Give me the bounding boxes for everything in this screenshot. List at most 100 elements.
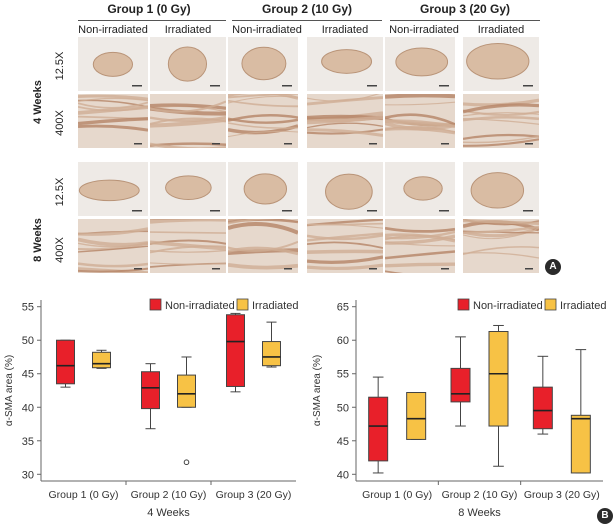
group-1-underline bbox=[78, 20, 226, 21]
histology-image bbox=[307, 37, 383, 91]
row-label-4w-high-mag: 400X bbox=[54, 110, 66, 136]
y-axis-label: α-SMA area (%) bbox=[312, 355, 323, 426]
box-nonirradiated bbox=[532, 355, 553, 435]
box-iqr bbox=[532, 386, 553, 430]
histology-image bbox=[228, 162, 298, 216]
col-label-g3-nonirr: Non-irradiated bbox=[389, 24, 459, 36]
box-iqr bbox=[92, 351, 111, 369]
col-label-g2-irr: Irradiated bbox=[321, 24, 369, 36]
group-2-underline bbox=[232, 20, 382, 21]
box-nonirradiated bbox=[368, 376, 389, 474]
y-tick-label: 45 bbox=[22, 369, 34, 381]
histology-image bbox=[228, 37, 298, 91]
histology-image bbox=[463, 162, 539, 216]
x-tick-label: Group 2 (10 Gy) bbox=[131, 489, 207, 501]
legend-swatch-irradiated bbox=[544, 298, 557, 311]
y-tick-label: 50 bbox=[337, 402, 349, 414]
box-irradiated bbox=[406, 392, 427, 440]
x-axis-label: 4 Weeks bbox=[147, 507, 190, 519]
x-tick-label: Group 3 (20 Gy) bbox=[216, 489, 292, 501]
legend-label-irradiated: Irradiated bbox=[560, 300, 606, 312]
x-tick-label: Group 1 (0 Gy) bbox=[362, 489, 432, 501]
col-label-g1-irr: Irradiated bbox=[164, 24, 212, 36]
histology-image bbox=[150, 219, 226, 273]
chart-8-weeks: 40 45 50 55 60 65 α-SMA area (%) Group 1 (0 Gy)… bbox=[312, 298, 606, 519]
box-iqr bbox=[368, 396, 389, 462]
box-nonirradiated bbox=[226, 312, 245, 393]
box-iqr bbox=[450, 367, 471, 403]
row-label-8-weeks: 8 Weeks bbox=[32, 218, 44, 262]
box-iqr bbox=[56, 339, 75, 385]
legend-swatch-nonirradiated bbox=[457, 298, 470, 311]
box-nonirradiated bbox=[56, 339, 75, 388]
histology-image bbox=[307, 219, 383, 273]
histology-image bbox=[78, 37, 148, 91]
y-tick-label: 35 bbox=[22, 436, 34, 448]
box-iqr bbox=[177, 374, 196, 408]
box-irradiated bbox=[177, 356, 196, 466]
legend: Non-irradiated Irradiated bbox=[457, 298, 606, 312]
y-tick-label: 40 bbox=[337, 469, 349, 481]
histology-image bbox=[150, 94, 226, 148]
y-tick-label: 55 bbox=[337, 369, 349, 381]
x-tick-label: Group 3 (20 Gy) bbox=[524, 489, 600, 501]
group-2-title: Group 2 (10 Gy) bbox=[261, 2, 353, 16]
row-label-4w-low-mag: 12.5X bbox=[54, 51, 66, 81]
histology-image bbox=[463, 94, 539, 148]
col-label-g3-irr: Irradiated bbox=[477, 24, 525, 36]
box-irradiated bbox=[92, 349, 111, 369]
legend: Non-irradiated Irradiated bbox=[149, 298, 298, 312]
y-tick-label: 45 bbox=[337, 436, 349, 448]
histology-image bbox=[385, 37, 455, 91]
y-tick-label: 55 bbox=[22, 302, 34, 314]
x-tick-label: Group 2 (10 Gy) bbox=[442, 489, 518, 501]
x-axis-label: 8 Weeks bbox=[458, 507, 501, 519]
y-tick-label: 65 bbox=[337, 302, 349, 314]
box-iqr bbox=[262, 341, 281, 367]
group-3-underline bbox=[390, 20, 540, 21]
legend-label-irradiated: Irradiated bbox=[252, 300, 298, 312]
panel-a-badge: A bbox=[545, 259, 561, 275]
histology-image bbox=[150, 162, 226, 216]
histology-image bbox=[463, 37, 539, 91]
box-iqr bbox=[406, 392, 427, 440]
y-axis-label: α-SMA area (%) bbox=[4, 355, 15, 426]
panel-b-badge: B bbox=[597, 508, 613, 524]
legend-label-nonirradiated: Non-irradiated bbox=[473, 300, 543, 312]
box-irradiated bbox=[262, 321, 281, 368]
box-iqr bbox=[488, 331, 509, 427]
chart-4-weeks: 30 35 40 45 50 55 α-SMA area (%) Group 1 (0 Gy)… bbox=[4, 298, 298, 519]
box-iqr bbox=[570, 414, 591, 474]
histology-image bbox=[385, 219, 455, 273]
row-label-8w-low-mag: 12.5X bbox=[54, 177, 66, 207]
y-tick-label: 40 bbox=[22, 402, 34, 414]
row-label-8w-high-mag: 400X bbox=[54, 237, 66, 263]
histology-image bbox=[78, 162, 148, 216]
group-3-title: Group 3 (20 Gy) bbox=[419, 2, 511, 16]
histology-image bbox=[78, 219, 148, 273]
histology-image bbox=[385, 94, 455, 148]
legend-swatch-nonirradiated bbox=[149, 298, 162, 311]
histology-image bbox=[307, 94, 383, 148]
box-irradiated bbox=[570, 349, 591, 474]
box-nonirradiated bbox=[141, 363, 160, 430]
row-label-4-weeks: 4 Weeks bbox=[32, 80, 44, 124]
y-tick-label: 50 bbox=[22, 335, 34, 347]
histology-image bbox=[385, 162, 455, 216]
histology-image bbox=[228, 94, 298, 148]
box-iqr bbox=[226, 314, 245, 387]
histology-image bbox=[78, 94, 148, 148]
legend-label-nonirradiated: Non-irradiated bbox=[165, 300, 235, 312]
x-tick-label: Group 1 (0 Gy) bbox=[48, 489, 118, 501]
box-nonirradiated bbox=[450, 336, 471, 427]
group-1-title: Group 1 (0 Gy) bbox=[107, 2, 191, 16]
histology-image bbox=[463, 219, 539, 273]
col-label-g1-nonirr: Non-irradiated bbox=[78, 24, 148, 36]
y-tick-label: 60 bbox=[337, 335, 349, 347]
legend-swatch-irradiated bbox=[236, 298, 249, 311]
histology-image bbox=[307, 162, 383, 216]
box-irradiated bbox=[488, 324, 509, 467]
box-iqr bbox=[141, 371, 160, 410]
y-tick-label: 30 bbox=[22, 469, 34, 481]
histology-image bbox=[150, 37, 226, 91]
